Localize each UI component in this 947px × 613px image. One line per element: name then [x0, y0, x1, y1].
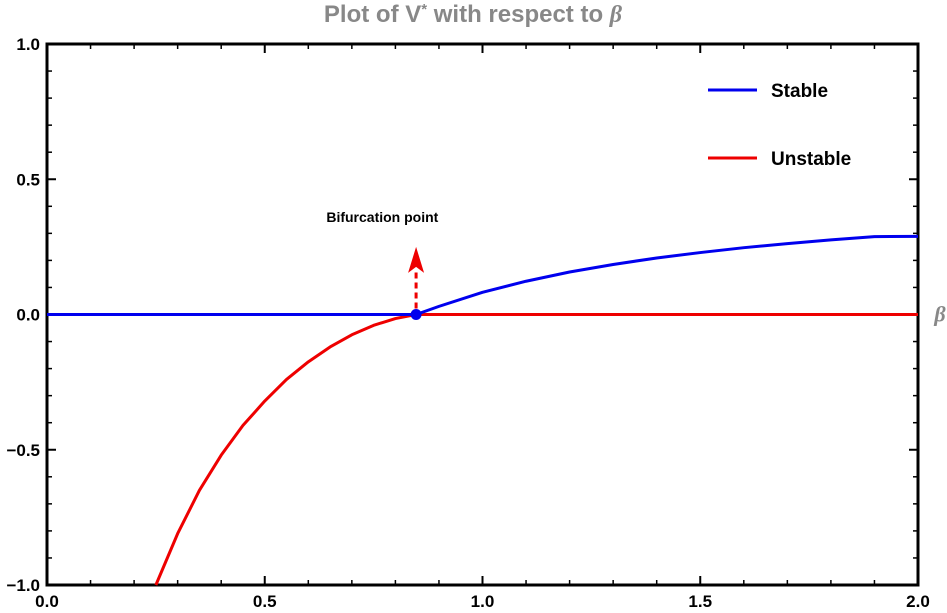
y-tick-label: −0.5 — [6, 441, 40, 460]
series-stable-line — [415, 234, 919, 316]
legend-label-unstable: Unstable — [771, 149, 851, 170]
x-axis-title: β — [933, 302, 946, 327]
chart-title-main: Plot of V — [324, 1, 421, 28]
x-tick-label: 0.0 — [35, 592, 59, 611]
chart-title-superscript: * — [421, 1, 427, 18]
y-tick-label: 0.0 — [16, 306, 40, 325]
bifurcation-arrow-head — [408, 246, 425, 273]
chart-title-symbol: β — [609, 2, 623, 28]
y-tick-label: 1.0 — [16, 35, 40, 54]
y-tick-label: −1.0 — [6, 576, 40, 595]
bifurcation-point-marker — [410, 309, 422, 320]
y-tick-label: 0.5 — [16, 170, 40, 189]
bifurcation-label: Bifurcation point — [326, 209, 438, 225]
legend-label-stable: Stable — [771, 81, 828, 102]
x-tick-label: 0.5 — [253, 592, 277, 611]
x-tick-label: 1.5 — [688, 592, 712, 611]
chart-title-rest: with respect to — [427, 1, 610, 28]
chart-title: Plot of V* with respect to β — [324, 1, 623, 28]
series-unstable-line — [154, 313, 417, 586]
x-tick-label: 1.0 — [471, 592, 495, 611]
x-tick-label: 2.0 — [906, 592, 930, 611]
